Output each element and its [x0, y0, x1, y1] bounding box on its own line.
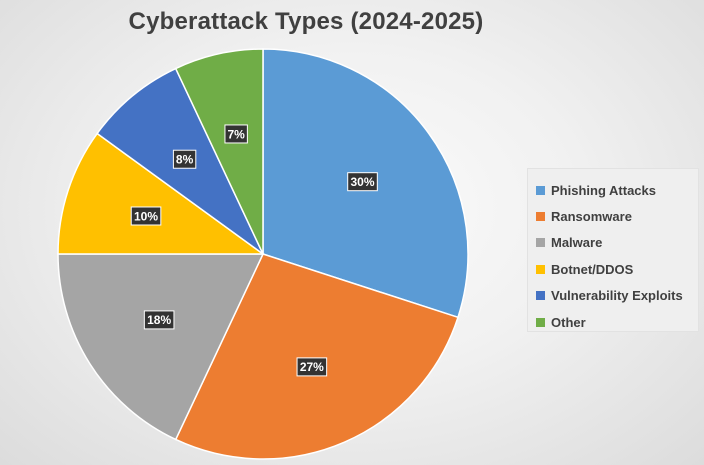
data-label-text: 18% — [147, 313, 171, 327]
pie-slice-botnet-ddos — [57, 132, 266, 255]
legend-item-other: Other — [536, 309, 698, 335]
legend-label: Ransomware — [551, 209, 632, 225]
legend-swatch — [536, 264, 545, 274]
legend-item-vulnerability-exploits: Vulnerability Exploits — [536, 283, 698, 309]
legend-label: Phishing Attacks — [551, 182, 656, 198]
legend-item-ransomware: Ransomware — [536, 203, 698, 229]
legend-swatch — [536, 238, 545, 248]
legend-swatch — [536, 212, 545, 222]
legend-swatch — [536, 317, 545, 327]
data-label-text: 30% — [350, 175, 374, 189]
legend-item-botnet-ddos: Botnet/DDOS — [536, 256, 698, 282]
legend-label: Malware — [551, 235, 603, 251]
data-label-box — [347, 172, 378, 192]
data-label-botnet-ddos: 10% — [130, 206, 162, 226]
data-label-box — [172, 149, 197, 169]
legend-swatch — [536, 291, 545, 301]
pie-slice-ransomware — [174, 253, 459, 460]
data-label-text: 27% — [300, 360, 324, 374]
data-label-box — [224, 124, 248, 144]
chart-title: Cyberattack Types (2024-2025) — [128, 8, 484, 35]
pie-slice-malware — [57, 253, 265, 441]
data-label-box — [296, 357, 328, 377]
data-label-box — [130, 206, 162, 226]
data-label-vulnerability-exploits: 8% — [172, 149, 197, 169]
pie-slices — [57, 48, 469, 460]
data-label-malware: 18% — [143, 310, 175, 330]
legend-label: Other — [551, 314, 586, 330]
legend-item-malware: Malware — [536, 230, 698, 256]
data-labels: 30% 27% 18% 10% 8% 7% — [130, 124, 378, 377]
data-label-text: 7% — [227, 127, 245, 141]
data-label-text: 10% — [134, 209, 158, 223]
legend: Phishing Attacks Ransomware Malware Botnet/… — [527, 168, 699, 332]
legend-label: Botnet/DDOS — [551, 261, 634, 277]
data-label-other: 7% — [224, 124, 248, 144]
data-label-box — [143, 310, 175, 330]
data-label-text: 8% — [176, 153, 194, 167]
pie-slice-other — [174, 48, 264, 255]
legend-swatch — [536, 185, 545, 195]
legend-item-phishing-attacks: Phishing Attacks — [536, 177, 698, 203]
legend-label: Vulnerability Exploits — [551, 288, 683, 304]
data-label-phishing-attacks: 30% — [347, 172, 378, 192]
data-label-ransomware: 27% — [296, 357, 328, 377]
